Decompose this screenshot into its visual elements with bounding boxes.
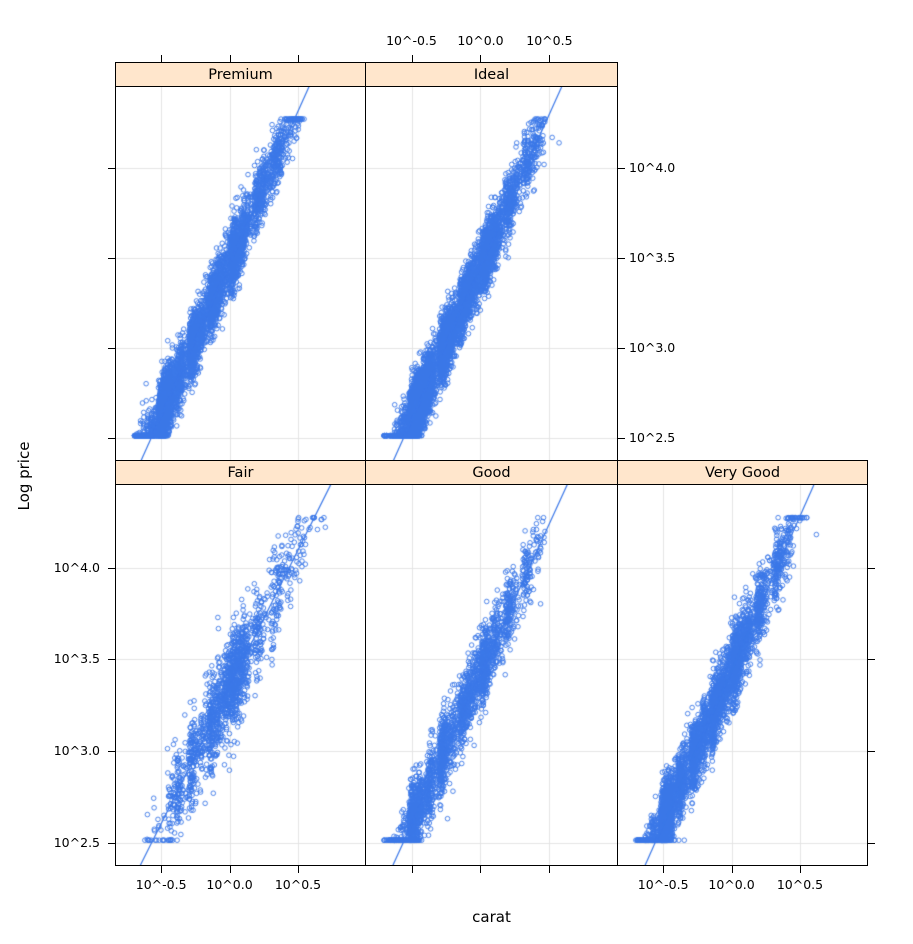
strip-good: Good: [365, 460, 618, 485]
panel-very-good: [617, 484, 868, 866]
x-tick-label: 10^-0.5: [637, 877, 689, 892]
panel-good: [365, 484, 618, 866]
y-tick-mark: [618, 438, 625, 440]
y-tick-mark: [868, 659, 875, 661]
x-tick-mark: [229, 55, 231, 62]
y-tick-mark: [108, 258, 115, 260]
x-tick-mark: [549, 866, 551, 873]
scatter-canvas-very-good: [618, 485, 867, 865]
x-tick-label: 10^0.5: [274, 877, 322, 892]
x-tick-mark: [480, 55, 482, 62]
x-tick-label: 10^0.5: [526, 33, 573, 48]
panel-ideal: [365, 86, 618, 461]
strip-label: Premium: [208, 66, 273, 83]
x-tick-label: 10^-0.5: [386, 33, 437, 48]
x-tick-mark: [297, 866, 299, 873]
x-tick-mark: [411, 866, 413, 873]
scatter-canvas-premium: [116, 87, 365, 460]
y-tick-label: 10^3.5: [53, 651, 100, 667]
x-tick-mark: [549, 55, 551, 62]
x-tick-mark: [411, 55, 413, 62]
strip-label: Good: [472, 464, 511, 481]
y-tick-mark: [108, 567, 115, 569]
y-tick-mark: [108, 438, 115, 440]
y-tick-mark: [618, 348, 625, 350]
x-tick-label: 10^0.0: [206, 877, 253, 892]
x-tick-mark: [161, 55, 163, 62]
x-tick-mark: [161, 866, 163, 873]
y-tick-mark: [618, 258, 625, 260]
y-tick-label: 10^4.0: [629, 160, 676, 176]
y-tick-mark: [108, 348, 115, 350]
y-tick-label: 10^3.0: [629, 340, 676, 356]
y-tick-label: 10^2.5: [53, 834, 100, 850]
strip-very-good: Very Good: [617, 460, 868, 485]
x-tick-label: 10^0.5: [776, 877, 824, 892]
x-axis-title: carat: [472, 908, 511, 926]
x-tick-mark: [297, 55, 299, 62]
x-tick-mark: [663, 866, 665, 873]
x-tick-mark: [731, 866, 733, 873]
y-tick-mark: [868, 751, 875, 753]
strip-label: Very Good: [704, 464, 781, 481]
x-tick-mark: [480, 866, 482, 873]
y-tick-mark: [108, 842, 115, 844]
y-tick-label: 10^3.5: [629, 250, 676, 266]
scatter-canvas-ideal: [366, 87, 617, 460]
scatter-canvas-fair: [116, 485, 365, 865]
strip-fair: Fair: [115, 460, 366, 485]
y-tick-mark: [618, 168, 625, 170]
y-tick-mark: [868, 567, 875, 569]
y-tick-label: 10^4.0: [53, 559, 100, 575]
panel-fair: [115, 484, 366, 866]
strip-label: Fair: [227, 464, 254, 481]
x-tick-mark: [229, 866, 231, 873]
x-tick-mark: [799, 866, 801, 873]
y-tick-label: 10^2.5: [629, 430, 676, 446]
y-tick-mark: [108, 168, 115, 170]
panel-premium: [115, 86, 366, 461]
scatter-canvas-good: [366, 485, 617, 865]
x-tick-label: 10^0.0: [457, 33, 504, 48]
y-tick-label: 10^3.0: [53, 743, 100, 759]
x-tick-label: 10^-0.5: [135, 877, 187, 892]
y-axis-title: Log price: [15, 441, 33, 511]
y-tick-mark: [108, 659, 115, 661]
strip-label: Ideal: [473, 66, 510, 83]
strip-premium: Premium: [115, 62, 366, 87]
y-tick-mark: [868, 842, 875, 844]
strip-ideal: Ideal: [365, 62, 618, 87]
y-tick-mark: [108, 751, 115, 753]
x-tick-label: 10^0.0: [708, 877, 755, 892]
